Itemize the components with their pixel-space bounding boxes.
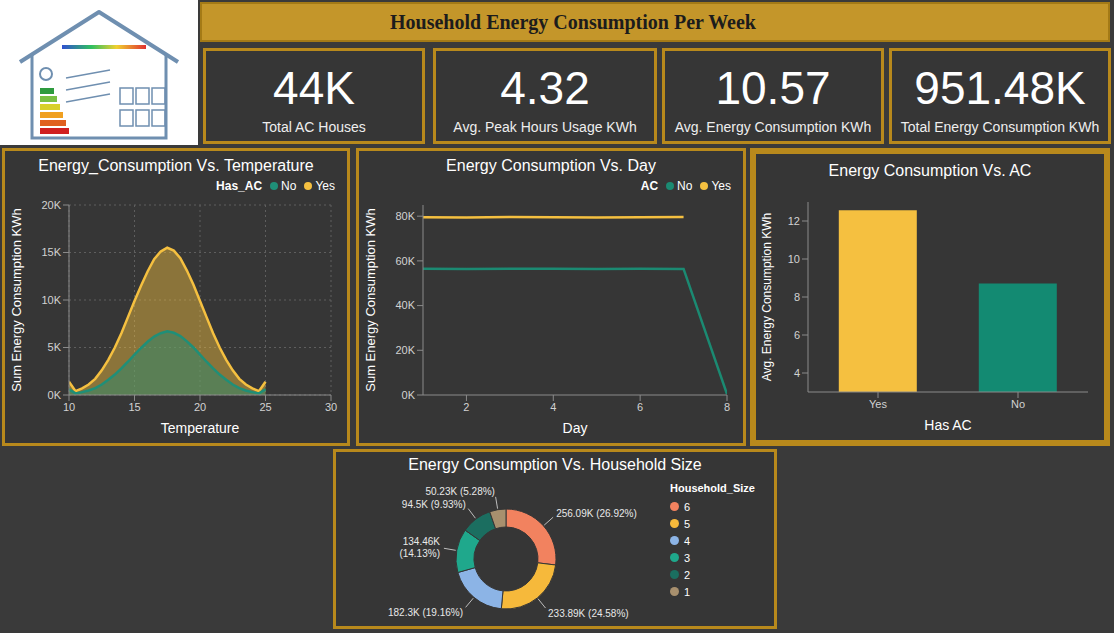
html-text:10.57: 10.57 <box>715 62 831 114</box>
svg-text:12: 12 <box>788 215 800 227</box>
html-text:4.32: 4.32 <box>500 62 590 114</box>
svg-text:No: No <box>1011 398 1025 410</box>
html-text:Total Energy Consumption KWh: Total Energy Consumption KWh <box>900 119 1100 135</box>
svg-text:15: 15 <box>128 401 140 413</box>
svg-text:182.3K (19.16%): 182.3K (19.16%) <box>388 607 463 618</box>
html-text:5: 5 <box>684 517 691 530</box>
svg-text:Has AC: Has AC <box>924 417 971 433</box>
svg-text:2: 2 <box>463 401 469 413</box>
svg-text:10: 10 <box>788 253 800 265</box>
svg-text:6: 6 <box>637 401 643 413</box>
html-text:Total AC Houses: Total AC Houses <box>262 119 366 135</box>
svg-text:25: 25 <box>259 401 271 413</box>
html-text:No: No <box>677 179 693 193</box>
svg-text:256.09K (26.92%): 256.09K (26.92%) <box>556 508 637 519</box>
svg-text:Day: Day <box>563 420 588 436</box>
html-text:Yes: Yes <box>315 179 335 193</box>
svg-text:Sum Energy Consumption KWh: Sum Energy Consumption KWh <box>363 208 378 392</box>
svg-text:20: 20 <box>194 401 206 413</box>
svg-text:8: 8 <box>724 401 730 413</box>
html-text:Avg. Peak Hours Usage KWh: Avg. Peak Hours Usage KWh <box>453 119 637 135</box>
svg-text:0K: 0K <box>402 389 416 401</box>
svg-text:10: 10 <box>63 401 75 413</box>
svg-text:4: 4 <box>550 401 556 413</box>
svg-text:Temperature: Temperature <box>161 420 240 436</box>
svg-text:Yes: Yes <box>869 398 887 410</box>
html-text:Avg. Energy Consumption KWh: Avg. Energy Consumption KWh <box>674 119 872 135</box>
html-text:Household_Size: Household_Size <box>670 482 755 494</box>
svg-text:30: 30 <box>325 401 337 413</box>
svg-text:15K: 15K <box>41 246 61 258</box>
html-text:Energy Consumption Vs. AC: Energy Consumption Vs. AC <box>828 162 1032 179</box>
html-text:Household Energy Consumption P: Household Energy Consumption Per Week <box>390 10 756 33</box>
svg-text:40K: 40K <box>395 299 415 311</box>
html-text:3: 3 <box>684 551 691 564</box>
svg-text:94.5K (9.93%): 94.5K (9.93%) <box>402 499 466 510</box>
svg-text:0K: 0K <box>48 389 62 401</box>
html-text:Energy_Consumption Vs. Tempera: Energy_Consumption Vs. Temperature <box>38 157 314 174</box>
html-text:951.48K: 951.48K <box>914 62 1086 114</box>
html-text:1: 1 <box>684 585 691 598</box>
svg-text:20K: 20K <box>41 199 61 211</box>
svg-text:20K: 20K <box>395 344 415 356</box>
html-text:2: 2 <box>684 568 691 581</box>
svg-text:233.89K (24.58%): 233.89K (24.58%) <box>548 608 629 619</box>
svg-text:8: 8 <box>794 291 800 303</box>
svg-text:10K: 10K <box>41 294 61 306</box>
html-text:AC: AC <box>640 179 659 193</box>
svg-text:6: 6 <box>794 329 800 341</box>
svg-text:80K: 80K <box>395 210 415 222</box>
svg-text:60K: 60K <box>395 255 415 267</box>
svg-text:Avg. Energy Consumption KWh: Avg. Energy Consumption KWh <box>760 213 774 382</box>
html-text:Has_AC: Has_AC <box>216 179 263 193</box>
html-text:6: 6 <box>684 500 691 513</box>
html-text:4: 4 <box>684 534 691 547</box>
svg-text:Sum Energy Consumption KWh: Sum Energy Consumption KWh <box>9 208 24 392</box>
html-text:Energy Consumption Vs. Day: Energy Consumption Vs. Day <box>446 157 656 174</box>
svg-text:50.23K (5.28%): 50.23K (5.28%) <box>425 486 495 497</box>
html-text:No: No <box>281 179 297 193</box>
html-text:Yes: Yes <box>711 179 731 193</box>
svg-text:134.46K(14.13%): 134.46K(14.13%) <box>399 536 440 559</box>
svg-text:4: 4 <box>794 367 800 379</box>
html-text:44K: 44K <box>273 62 355 114</box>
html-text:Energy Consumption Vs. Househo: Energy Consumption Vs. Household Size <box>408 456 702 473</box>
svg-text:5K: 5K <box>48 341 62 353</box>
